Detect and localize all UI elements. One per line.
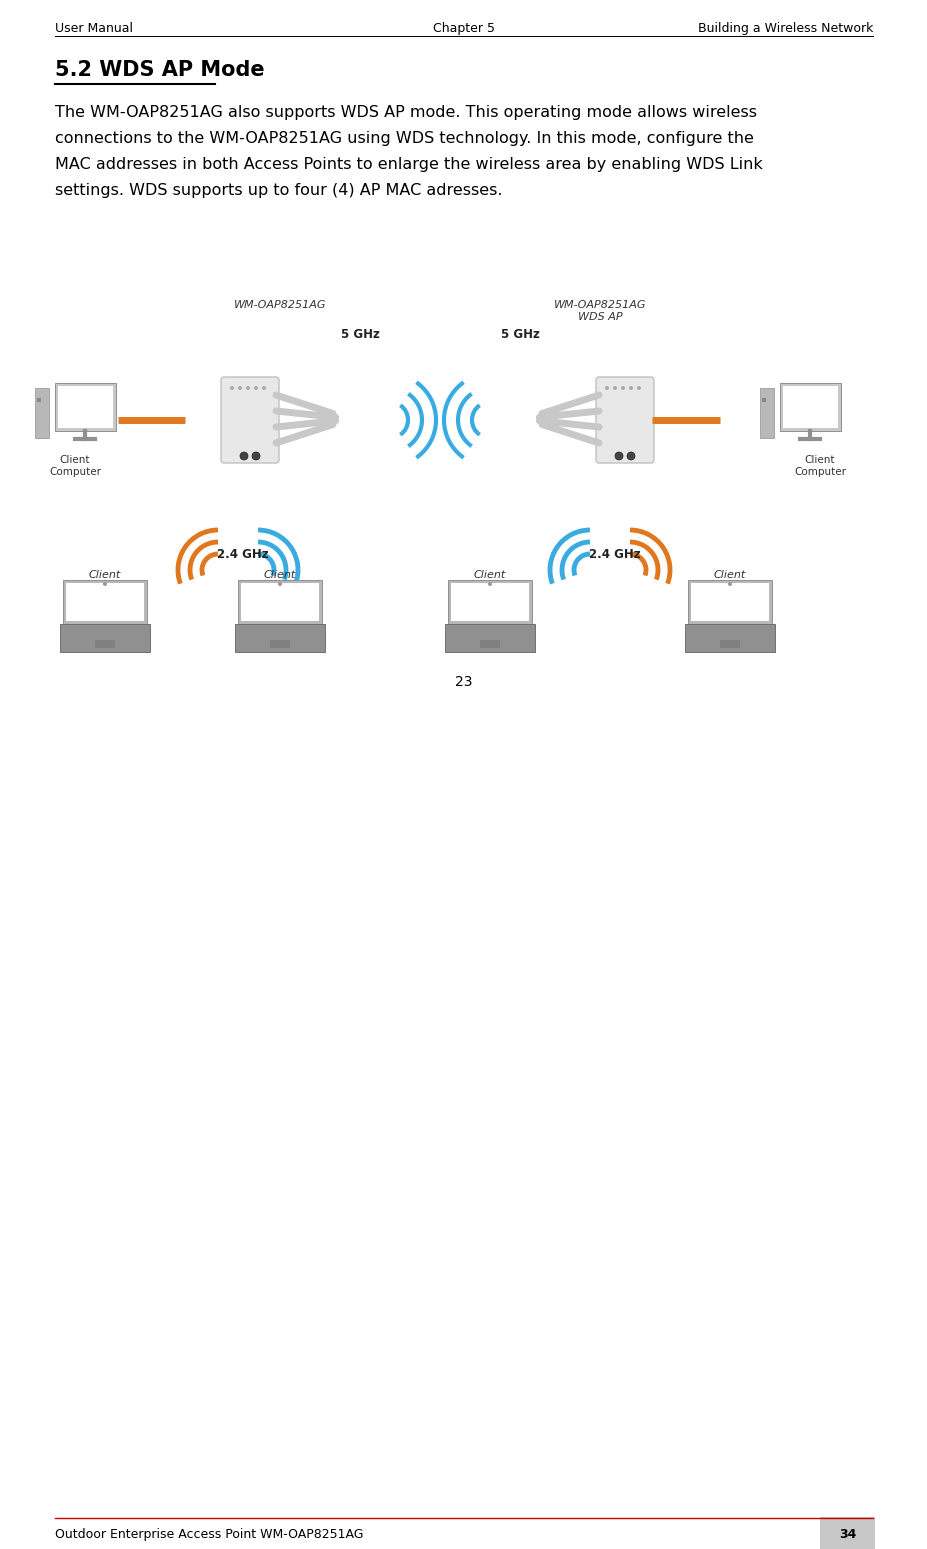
Text: User Manual: User Manual (55, 22, 133, 36)
Text: MAC addresses in both Access Points to enlarge the wireless area by enabling WDS: MAC addresses in both Access Points to e… (55, 156, 762, 172)
Bar (60, 624, 150, 652)
Bar (57, 386, 113, 428)
Text: WDS AP: WDS AP (578, 311, 622, 322)
Bar (35, 387, 49, 438)
Circle shape (613, 386, 616, 390)
Text: 5.2 WDS AP Mode: 5.2 WDS AP Mode (55, 60, 264, 81)
Text: WM-OAP8251AG: WM-OAP8251AG (553, 301, 645, 310)
Bar (241, 582, 319, 621)
Circle shape (620, 386, 624, 390)
Circle shape (246, 386, 249, 390)
Circle shape (615, 452, 622, 460)
Text: Client: Client (713, 570, 745, 579)
FancyBboxPatch shape (595, 376, 654, 463)
Bar (270, 640, 289, 647)
Bar (448, 579, 531, 624)
Bar (691, 582, 768, 621)
Bar (719, 640, 739, 647)
Bar (445, 624, 535, 652)
Text: settings. WDS supports up to four (4) AP MAC adresses.: settings. WDS supports up to four (4) AP… (55, 183, 502, 198)
Text: 34: 34 (838, 1527, 856, 1541)
Circle shape (488, 582, 491, 586)
Bar (479, 640, 500, 647)
Circle shape (237, 386, 242, 390)
Circle shape (604, 386, 608, 390)
Text: 2.4 GHz: 2.4 GHz (589, 548, 641, 561)
Text: WM-OAP8251AG: WM-OAP8251AG (234, 301, 326, 310)
Bar (37, 398, 41, 403)
Text: connections to the WM-OAP8251AG using WDS technology. In this mode, configure th: connections to the WM-OAP8251AG using WD… (55, 132, 753, 146)
Text: Outdoor Enterprise Access Point WM-OAP8251AG: Outdoor Enterprise Access Point WM-OAP82… (55, 1527, 363, 1541)
Bar (759, 387, 773, 438)
Bar (684, 624, 774, 652)
Bar (235, 624, 324, 652)
Text: The WM-OAP8251AG also supports WDS AP mode. This operating mode allows wireless: The WM-OAP8251AG also supports WDS AP mo… (55, 105, 756, 119)
Circle shape (278, 582, 282, 586)
Circle shape (636, 386, 641, 390)
Bar (819, 1516, 874, 1549)
Bar (237, 579, 322, 624)
Bar (780, 383, 840, 431)
Text: 23: 23 (455, 675, 472, 689)
Text: Client: Client (89, 570, 121, 579)
Circle shape (627, 452, 634, 460)
Circle shape (254, 386, 258, 390)
FancyBboxPatch shape (221, 376, 279, 463)
Text: 5 GHz: 5 GHz (500, 328, 539, 341)
Text: Client: Client (263, 570, 296, 579)
Circle shape (240, 452, 248, 460)
Text: Chapter 5: Chapter 5 (433, 22, 494, 36)
Bar (63, 579, 146, 624)
Text: Building a Wireless Network: Building a Wireless Network (697, 22, 872, 36)
Circle shape (252, 452, 260, 460)
Circle shape (103, 582, 107, 586)
Text: Client: Client (474, 570, 505, 579)
Bar (55, 383, 116, 431)
Text: Client
Computer: Client Computer (794, 455, 845, 477)
Circle shape (629, 386, 632, 390)
Circle shape (230, 386, 234, 390)
Text: 2.4 GHz: 2.4 GHz (217, 548, 269, 561)
Bar (782, 386, 837, 428)
Bar (95, 640, 115, 647)
Bar (761, 398, 765, 403)
Circle shape (727, 582, 731, 586)
Bar (66, 582, 144, 621)
Text: Client
Computer: Client Computer (49, 455, 101, 477)
Circle shape (261, 386, 266, 390)
Text: 5 GHz: 5 GHz (340, 328, 379, 341)
Bar (687, 579, 771, 624)
Bar (451, 582, 528, 621)
